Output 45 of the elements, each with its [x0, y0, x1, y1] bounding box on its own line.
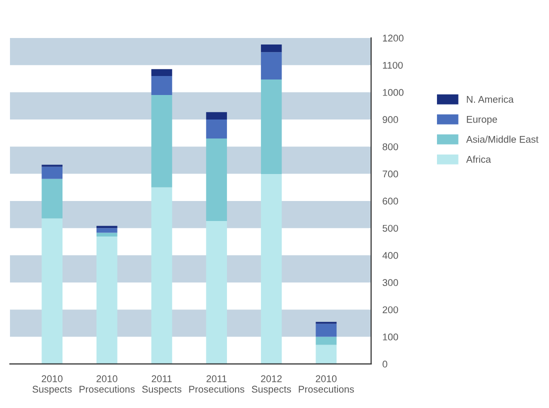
bar	[316, 344, 337, 364]
bar	[206, 119, 227, 138]
x-tick-label: 2011 Prosecutions	[189, 375, 244, 393]
y-tick-label: 800	[382, 143, 398, 150]
y-tick-label: 1000	[382, 89, 404, 96]
y-tick-label: 900	[382, 116, 398, 124]
bar	[151, 69, 172, 76]
x-tick-label: 2010 Prosecutions	[298, 375, 354, 393]
x-tick-label: 2011 Suspects	[142, 375, 182, 395]
bar	[96, 232, 118, 237]
x-tick-label: 2012 Suspects	[252, 375, 292, 395]
y-tick-label: 0	[382, 360, 388, 368]
y-tick-label: 700	[382, 170, 398, 178]
bar	[96, 228, 118, 233]
bar	[206, 112, 227, 120]
y-tick-label: 200	[382, 306, 398, 314]
bar	[260, 44, 282, 52]
bar	[151, 94, 172, 188]
bar	[260, 80, 282, 174]
bar	[96, 236, 118, 364]
bar	[206, 138, 227, 222]
y-tick-label: 300	[382, 279, 398, 286]
bar	[42, 166, 63, 179]
y-tick-label: 100	[382, 334, 398, 340]
y-tick-label: 1200	[382, 34, 404, 42]
legend-label: Europe	[466, 116, 498, 125]
bar	[260, 174, 282, 364]
legend-label: N. America	[466, 96, 514, 103]
bar	[316, 336, 337, 345]
bar	[151, 187, 172, 364]
y-tick-label: 1100	[382, 62, 403, 69]
y-tick-label: 400	[382, 252, 398, 259]
bar	[316, 324, 337, 337]
y-tick-label: 500	[382, 224, 398, 232]
bar	[206, 221, 227, 364]
y-tick-label: 600	[382, 198, 398, 205]
legend-label: Africa	[466, 156, 491, 163]
legend-label: Asia/Middle East	[466, 136, 538, 143]
bar	[96, 226, 118, 228]
bar	[42, 218, 63, 364]
x-tick-label: 2010 Prosecutions	[80, 375, 135, 393]
x-tick-label: 2010 Suspects	[32, 375, 72, 395]
bar	[260, 52, 282, 80]
bar	[42, 178, 63, 218]
bar	[151, 76, 172, 95]
